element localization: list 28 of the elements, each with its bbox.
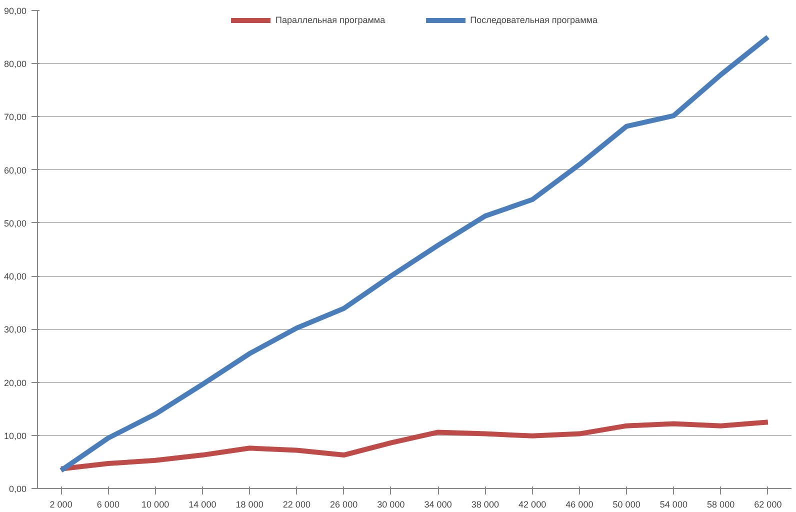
y-tick-label: 20,00 [4, 378, 27, 388]
y-tick-label: 90,00 [4, 6, 27, 16]
y-tick-label: 80,00 [4, 59, 27, 70]
x-tick-label: 2 000 [50, 500, 72, 510]
legend-label: Параллельная программа [276, 15, 386, 25]
y-tick-label: 60,00 [4, 165, 27, 176]
y-tick-label: 40,00 [4, 272, 27, 282]
y-tick-label: 50,00 [4, 218, 27, 228]
y-tick-label: 10,00 [4, 430, 27, 441]
y-tick-label: 0,00 [8, 484, 27, 494]
x-tick-label: 22 000 [282, 500, 310, 510]
x-tick-label: 6 000 [96, 500, 120, 510]
x-tick-label: 42 000 [518, 500, 546, 510]
x-tick-label: 34 000 [424, 500, 452, 510]
x-tick-label: 14 000 [188, 500, 216, 510]
x-tick-label: 62 000 [754, 500, 782, 510]
x-tick-label: 54 000 [660, 500, 688, 510]
x-tick-label: 58 000 [707, 500, 735, 510]
x-tick-label: 26 000 [330, 500, 358, 510]
x-tick-label: 10 000 [142, 500, 170, 510]
x-tick-label: 30 000 [377, 500, 405, 510]
y-tick-label: 30,00 [4, 324, 27, 335]
x-tick-label: 38 000 [471, 500, 499, 510]
x-tick-label: 18 000 [236, 500, 264, 510]
legend-label: Последовательная программа [470, 15, 598, 25]
x-tick-label: 46 000 [566, 500, 594, 510]
x-tick-label: 50 000 [612, 500, 640, 510]
y-tick-label: 70,00 [4, 112, 27, 122]
